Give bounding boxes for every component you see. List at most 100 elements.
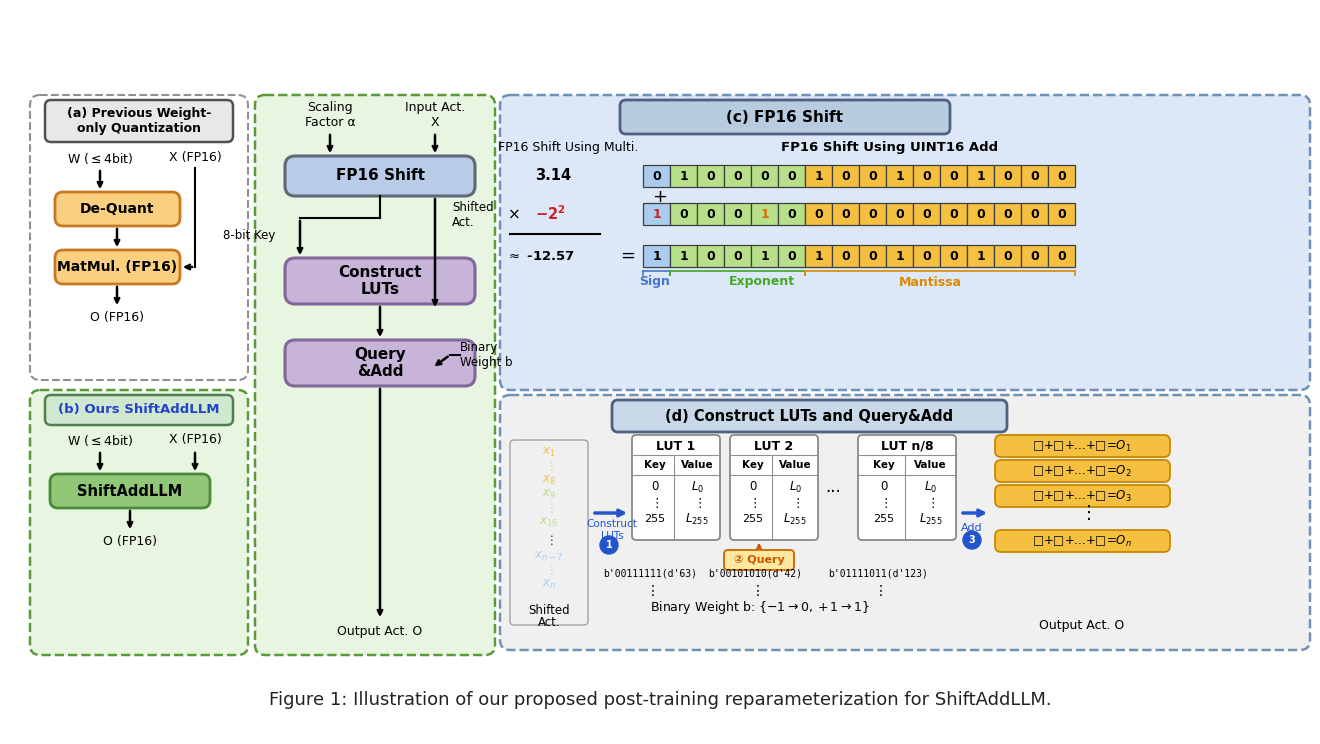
FancyBboxPatch shape xyxy=(255,95,495,655)
Text: 0: 0 xyxy=(1030,170,1039,182)
Bar xyxy=(643,245,671,267)
Text: 1: 1 xyxy=(814,249,822,263)
Bar xyxy=(805,203,832,225)
Text: 0: 0 xyxy=(651,481,659,493)
Text: Query
&Add: Query &Add xyxy=(354,347,405,379)
Text: (d) Construct LUTs and Query&Add: (d) Construct LUTs and Query&Add xyxy=(665,408,953,423)
Bar xyxy=(832,203,859,225)
Bar xyxy=(671,203,697,225)
Text: 0: 0 xyxy=(923,249,931,263)
Bar xyxy=(968,245,994,267)
Text: 0: 0 xyxy=(814,208,822,220)
Bar xyxy=(913,203,940,225)
Text: □+□+...+□=$O_3$: □+□+...+□=$O_3$ xyxy=(1032,489,1131,504)
Bar xyxy=(968,165,994,187)
Text: 0: 0 xyxy=(733,249,742,263)
Bar xyxy=(886,165,913,187)
Text: □+□+...+□=$O_n$: □+□+...+□=$O_n$ xyxy=(1032,533,1133,548)
Text: Key: Key xyxy=(873,460,895,470)
Bar xyxy=(671,245,697,267)
Text: 255: 255 xyxy=(742,514,763,524)
Text: $L_{255}$: $L_{255}$ xyxy=(919,511,942,527)
Text: 0: 0 xyxy=(652,170,661,182)
Bar xyxy=(751,245,777,267)
Bar xyxy=(723,203,751,225)
Bar xyxy=(1048,165,1074,187)
Text: 0: 0 xyxy=(787,208,796,220)
Text: 0: 0 xyxy=(949,170,958,182)
Text: $x_1$: $x_1$ xyxy=(543,446,556,458)
Text: 0: 0 xyxy=(1030,249,1039,263)
Text: 0: 0 xyxy=(841,249,850,263)
Text: 0: 0 xyxy=(706,208,715,220)
Text: 0: 0 xyxy=(733,170,742,182)
Text: 0: 0 xyxy=(841,208,850,220)
Text: 0: 0 xyxy=(869,208,876,220)
Text: Output Act. O: Output Act. O xyxy=(1039,618,1125,632)
FancyBboxPatch shape xyxy=(285,156,475,196)
Bar xyxy=(805,245,832,267)
FancyBboxPatch shape xyxy=(45,100,234,142)
Text: 3: 3 xyxy=(969,535,975,545)
Text: $\times$: $\times$ xyxy=(507,207,519,222)
FancyBboxPatch shape xyxy=(995,530,1170,552)
Text: $\vdots$: $\vdots$ xyxy=(545,501,553,515)
Text: 0: 0 xyxy=(750,481,756,493)
Text: Exponent: Exponent xyxy=(729,275,795,289)
Text: Add: Add xyxy=(961,523,983,533)
Bar xyxy=(913,245,940,267)
Bar xyxy=(832,245,859,267)
Text: 0: 0 xyxy=(923,170,931,182)
Bar xyxy=(913,165,940,187)
Text: Binary
Weight b: Binary Weight b xyxy=(459,341,512,369)
Bar xyxy=(697,245,723,267)
Text: $L_{255}$: $L_{255}$ xyxy=(783,511,807,527)
Text: 0: 0 xyxy=(869,249,876,263)
Text: O (FP16): O (FP16) xyxy=(103,536,157,548)
Bar xyxy=(723,245,751,267)
FancyBboxPatch shape xyxy=(30,390,248,655)
Text: ShiftAddLLM: ShiftAddLLM xyxy=(78,484,182,498)
FancyBboxPatch shape xyxy=(858,435,956,540)
Text: 0: 0 xyxy=(923,208,931,220)
Bar xyxy=(643,203,671,225)
Bar xyxy=(859,165,886,187)
Text: X (FP16): X (FP16) xyxy=(169,152,222,164)
Text: De-Quant: De-Quant xyxy=(79,202,154,216)
Text: $x_{n-7}$: $x_{n-7}$ xyxy=(535,550,564,562)
Text: 0: 0 xyxy=(1030,208,1039,220)
Text: 0: 0 xyxy=(760,170,768,182)
Text: Output Act. O: Output Act. O xyxy=(338,626,422,638)
Text: $\vdots$: $\vdots$ xyxy=(873,583,883,597)
Text: Figure 1: Illustration of our proposed post-training reparameterization for Shif: Figure 1: Illustration of our proposed p… xyxy=(269,691,1051,709)
Text: LUT 2: LUT 2 xyxy=(754,440,793,452)
Text: 1: 1 xyxy=(652,208,661,220)
Bar xyxy=(832,165,859,187)
Bar xyxy=(886,203,913,225)
Bar xyxy=(994,245,1020,267)
Text: $L_0$: $L_0$ xyxy=(924,479,937,495)
Text: 1: 1 xyxy=(760,208,768,220)
Text: 8-bit Key: 8-bit Key xyxy=(223,228,275,242)
Text: 0: 0 xyxy=(733,208,742,220)
Text: ② Query: ② Query xyxy=(734,555,784,565)
Text: LUT 1: LUT 1 xyxy=(656,440,696,452)
Text: +: + xyxy=(652,188,668,206)
Text: 0: 0 xyxy=(1057,249,1065,263)
Text: b'00111111(d'63): b'00111111(d'63) xyxy=(603,569,697,579)
FancyBboxPatch shape xyxy=(500,395,1309,650)
Bar xyxy=(968,203,994,225)
Text: 3.14: 3.14 xyxy=(535,168,572,184)
Text: Key: Key xyxy=(742,460,764,470)
FancyBboxPatch shape xyxy=(50,474,210,508)
Text: 0: 0 xyxy=(869,170,876,182)
Bar xyxy=(1048,203,1074,225)
FancyBboxPatch shape xyxy=(500,95,1309,390)
Bar xyxy=(1048,245,1074,267)
Text: Act.: Act. xyxy=(537,615,560,629)
Text: Shifted
Act.: Shifted Act. xyxy=(451,201,494,229)
Text: LUT n/8: LUT n/8 xyxy=(880,440,933,452)
Bar xyxy=(751,203,777,225)
FancyBboxPatch shape xyxy=(632,435,719,540)
Bar xyxy=(751,165,777,187)
